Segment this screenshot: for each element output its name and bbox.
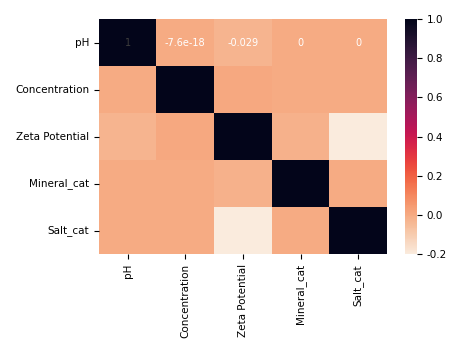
Text: 1: 1 <box>125 37 131 48</box>
Text: 0: 0 <box>298 37 303 48</box>
Text: -0.029: -0.029 <box>228 37 258 48</box>
Text: -7.6e-18: -7.6e-18 <box>165 37 206 48</box>
Text: 0: 0 <box>355 37 361 48</box>
